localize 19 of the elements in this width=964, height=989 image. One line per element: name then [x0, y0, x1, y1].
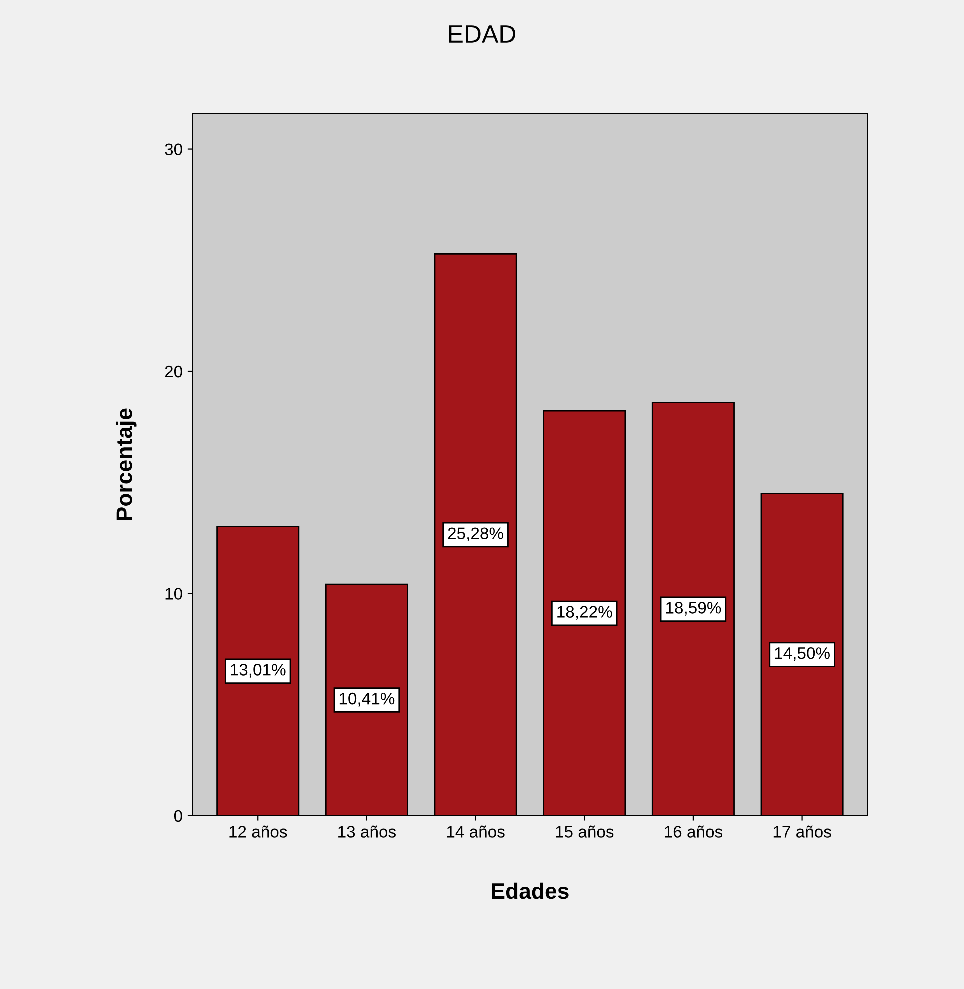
y-tick-label: 0	[174, 810, 182, 822]
data-label: 25,28%	[448, 528, 504, 542]
x-tick-label: 17 años	[774, 826, 832, 838]
x-tick-label: 16 años	[665, 826, 723, 838]
data-label: 10,41%	[340, 692, 395, 707]
x-tick-label: 14 años	[447, 826, 505, 838]
x-axis-title: Edades	[492, 882, 569, 900]
y-axis-title: Porcentaje	[116, 408, 137, 520]
x-tick-label: 15 años	[556, 826, 614, 838]
data-label: 13,01%	[231, 664, 286, 678]
data-label: 18,22%	[558, 606, 612, 620]
x-tick-label: 12 años	[230, 826, 288, 838]
chart-title: EDAD	[449, 26, 516, 43]
data-label: 14,50%	[775, 647, 830, 662]
x-tick-label: 13 años	[338, 826, 396, 838]
data-label: 18,59%	[666, 602, 722, 616]
y-tick-label: 30	[165, 144, 182, 156]
y-tick-label: 20	[165, 366, 182, 378]
y-tick-label: 10	[166, 588, 182, 600]
